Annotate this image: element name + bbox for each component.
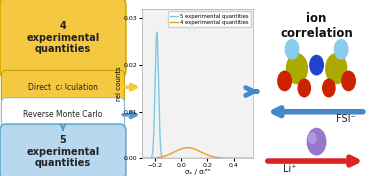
Text: FSI⁻: FSI⁻ [336, 114, 356, 124]
Y-axis label: rel counts: rel counts [116, 66, 122, 101]
5 experimental quantities [228, 157, 232, 159]
5 experimental quantities [251, 157, 256, 159]
Text: 5
experimental
quantities: 5 experimental quantities [26, 135, 99, 168]
4 experimental quantities [185, 147, 190, 149]
5 experimental quantities [155, 31, 159, 33]
5 experimental quantities [194, 157, 198, 159]
4 experimental quantities [248, 157, 252, 159]
Circle shape [285, 40, 299, 59]
Circle shape [308, 133, 316, 143]
Line: 4 experimental quantities: 4 experimental quantities [142, 148, 253, 158]
4 experimental quantities [251, 157, 256, 159]
Circle shape [307, 128, 326, 155]
5 experimental quantities [248, 157, 253, 159]
FancyBboxPatch shape [0, 0, 126, 77]
FancyBboxPatch shape [0, 124, 126, 176]
FancyBboxPatch shape [2, 98, 124, 132]
4 experimental quantities [145, 157, 150, 159]
Circle shape [342, 71, 355, 91]
Legend: 5 experimental quantities, 4 experimental quantities: 5 experimental quantities, 4 experimenta… [168, 11, 251, 27]
5 experimental quantities [248, 157, 253, 159]
5 experimental quantities [139, 157, 144, 159]
5 experimental quantities [145, 157, 150, 159]
Text: Direct  calculation: Direct calculation [28, 83, 98, 92]
5 experimental quantities [191, 157, 195, 159]
FancyBboxPatch shape [253, 0, 378, 176]
Text: 4
experimental
quantities: 4 experimental quantities [26, 21, 99, 54]
Circle shape [298, 79, 310, 97]
Text: ion
correlation: ion correlation [280, 12, 353, 40]
5 experimental quantities [220, 157, 225, 159]
4 experimental quantities [248, 157, 253, 159]
X-axis label: σₑ / σᵢᵒⁿ: σₑ / σᵢᵒⁿ [185, 169, 210, 175]
4 experimental quantities [191, 147, 195, 150]
Text: Li⁺: Li⁺ [283, 164, 296, 174]
4 experimental quantities [227, 157, 232, 159]
Line: 5 experimental quantities: 5 experimental quantities [142, 32, 253, 158]
Circle shape [335, 40, 348, 59]
Circle shape [326, 54, 347, 84]
Circle shape [287, 54, 307, 84]
4 experimental quantities [139, 157, 144, 159]
FancyBboxPatch shape [2, 70, 124, 105]
Circle shape [278, 71, 291, 91]
Circle shape [323, 79, 335, 97]
Text: Reverse Monte Carlo: Reverse Monte Carlo [23, 110, 102, 119]
Circle shape [310, 55, 323, 75]
4 experimental quantities [194, 149, 198, 151]
